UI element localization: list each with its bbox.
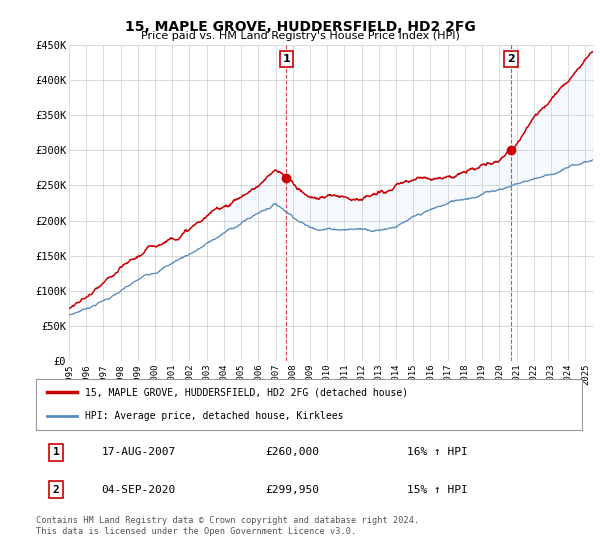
Text: 15% ↑ HPI: 15% ↑ HPI [407, 484, 468, 494]
Text: 17-AUG-2007: 17-AUG-2007 [101, 447, 176, 458]
Text: 15, MAPLE GROVE, HUDDERSFIELD, HD2 2FG: 15, MAPLE GROVE, HUDDERSFIELD, HD2 2FG [125, 20, 475, 34]
Text: 2: 2 [53, 484, 59, 494]
Text: 16% ↑ HPI: 16% ↑ HPI [407, 447, 468, 458]
Text: Contains HM Land Registry data © Crown copyright and database right 2024.
This d: Contains HM Land Registry data © Crown c… [36, 516, 419, 536]
Text: £299,950: £299,950 [265, 484, 319, 494]
Text: 1: 1 [53, 447, 59, 458]
Text: 1: 1 [283, 54, 290, 64]
Text: Price paid vs. HM Land Registry's House Price Index (HPI): Price paid vs. HM Land Registry's House … [140, 31, 460, 41]
Text: 2: 2 [507, 54, 515, 64]
Text: HPI: Average price, detached house, Kirklees: HPI: Average price, detached house, Kirk… [85, 411, 344, 421]
Text: 15, MAPLE GROVE, HUDDERSFIELD, HD2 2FG (detached house): 15, MAPLE GROVE, HUDDERSFIELD, HD2 2FG (… [85, 388, 408, 398]
Text: £260,000: £260,000 [265, 447, 319, 458]
Text: 04-SEP-2020: 04-SEP-2020 [101, 484, 176, 494]
